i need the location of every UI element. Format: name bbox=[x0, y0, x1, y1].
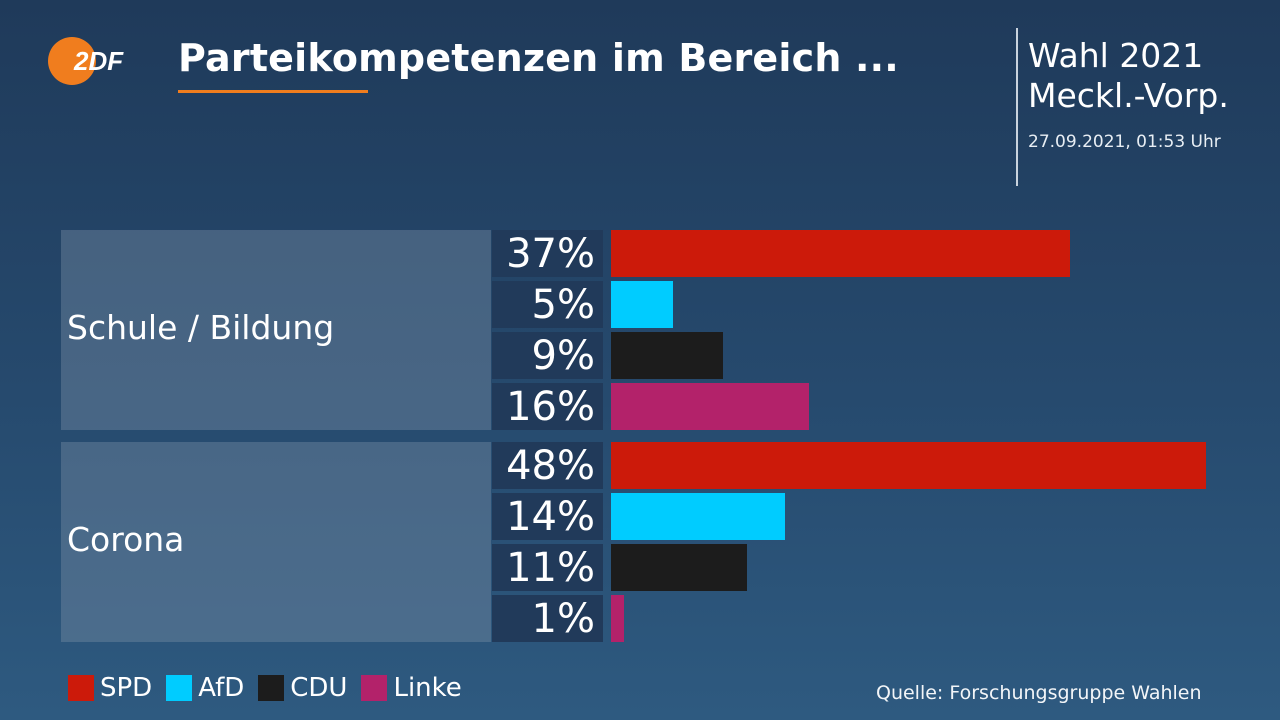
legend-label-spd: SPD bbox=[100, 673, 153, 703]
legend-item-linke: Linke bbox=[361, 673, 462, 703]
value-label: 37% bbox=[492, 230, 603, 277]
legend-item-afd: AfD bbox=[166, 673, 244, 703]
legend-item-cdu: CDU bbox=[258, 673, 347, 703]
page-title: Parteikompetenzen im Bereich ... bbox=[178, 36, 899, 80]
legend-swatch-afd bbox=[166, 675, 193, 701]
bar-linke bbox=[611, 383, 810, 430]
logo-text: 2DF bbox=[73, 46, 124, 76]
value-label: 5% bbox=[492, 281, 603, 328]
bar-afd bbox=[611, 281, 673, 328]
legend-label-afd: AfD bbox=[198, 673, 245, 703]
header-divider bbox=[1016, 28, 1018, 186]
election-title: Wahl 2021 bbox=[1028, 36, 1204, 75]
bar-afd bbox=[611, 493, 785, 540]
election-info: Wahl 2021 Meckl.-Vorp. bbox=[1028, 36, 1229, 116]
bar-cdu bbox=[611, 544, 748, 591]
election-region: Meckl.-Vorp. bbox=[1028, 76, 1229, 115]
value-label: 48% bbox=[492, 442, 603, 489]
legend-swatch-spd bbox=[68, 675, 94, 701]
legend-label-cdu: CDU bbox=[290, 673, 348, 703]
legend-swatch-linke bbox=[361, 675, 388, 701]
value-label: 9% bbox=[492, 332, 603, 379]
value-label: 16% bbox=[492, 383, 603, 430]
value-label: 1% bbox=[492, 595, 603, 642]
bar-linke bbox=[611, 595, 624, 642]
value-label: 11% bbox=[492, 544, 603, 591]
legend-label-linke: Linke bbox=[393, 673, 462, 703]
bar-spd bbox=[611, 442, 1207, 489]
legend: SPD AfD CDU Linke bbox=[68, 672, 476, 704]
bar-spd bbox=[611, 230, 1070, 277]
category-panel: Schule / Bildung bbox=[61, 230, 491, 430]
title-underline bbox=[178, 90, 368, 93]
zdf-logo: 2DF bbox=[48, 37, 124, 85]
legend-swatch-cdu bbox=[258, 675, 285, 701]
timestamp: 27.09.2021, 01:53 Uhr bbox=[1028, 132, 1221, 152]
category-label: Schule / Bildung bbox=[67, 308, 335, 347]
bar-cdu bbox=[611, 332, 723, 379]
value-label: 14% bbox=[492, 493, 603, 540]
category-label: Corona bbox=[67, 520, 185, 559]
legend-item-spd: SPD bbox=[68, 673, 152, 703]
category-panel: Corona bbox=[61, 442, 491, 642]
source-note: Quelle: Forschungsgruppe Wahlen bbox=[876, 682, 1202, 704]
